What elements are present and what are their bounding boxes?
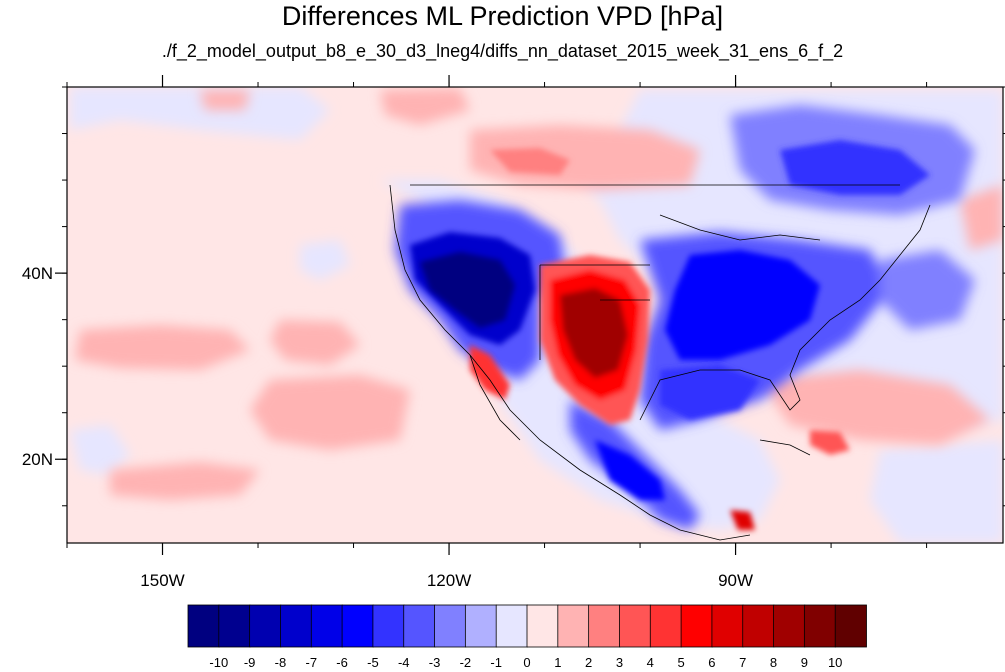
colorbar-tick-label: 1 <box>554 655 561 670</box>
colorbar-tick-label: 10 <box>828 655 842 670</box>
colorbar-swatch <box>341 604 374 648</box>
colorbar-tick-label: -1 <box>490 655 502 670</box>
colorbar <box>187 604 867 648</box>
chart-title: Differences ML Prediction VPD [hPa] <box>281 1 724 31</box>
colorbar-swatch <box>495 604 528 648</box>
field-positive-core <box>470 148 850 530</box>
colorbar-tick-label: -2 <box>460 655 472 670</box>
colorbar-swatch <box>834 604 867 648</box>
colorbar-swatch <box>310 604 343 648</box>
lon-tick-label: 120W <box>427 571 471 590</box>
colorbar-tick-label: 0 <box>523 655 530 670</box>
lon-tick-label: 150W <box>140 571 184 590</box>
colorbar-swatch <box>742 604 775 648</box>
colorbar-tick-label: 2 <box>585 655 592 670</box>
colorbar-tick-label: 6 <box>708 655 715 670</box>
colorbar-swatch <box>218 604 251 648</box>
coastlines <box>389 184 931 541</box>
colorbar-swatch <box>711 604 744 648</box>
axis-ticks <box>55 75 1005 555</box>
lat-tick-label: 40N <box>22 264 53 283</box>
colorbar-tick-label: -7 <box>305 655 317 670</box>
colorbar-tick-label: -10 <box>209 655 228 670</box>
colorbar-tick-label: 3 <box>616 655 623 670</box>
chart-subtitle: ./f_2_model_output_b8_e_30_d3_lneg4/diff… <box>161 41 844 61</box>
colorbar-swatch <box>773 604 806 648</box>
colorbar-swatch <box>803 604 837 648</box>
colorbar-swatch <box>280 604 313 648</box>
colorbar-tick-label: -6 <box>336 655 348 670</box>
colorbar-swatch <box>649 604 682 648</box>
colorbar-tick-label: 5 <box>677 655 684 670</box>
colorbar-swatch <box>434 604 467 648</box>
colorbar-tick-label: -5 <box>367 655 379 670</box>
field-darkest-negative <box>420 252 515 328</box>
field-light-positive <box>75 88 1003 500</box>
colorbar-swatch <box>249 604 282 648</box>
lat-tick-label: 20N <box>22 450 53 469</box>
lon-tick-label: 90W <box>718 571 753 590</box>
colorbar-swatch <box>464 604 498 648</box>
colorbar-swatch <box>588 604 621 648</box>
colorbar-swatch <box>619 604 652 648</box>
colorbar-tick-label: 4 <box>647 655 654 670</box>
colorbar-tick-label: -3 <box>429 655 441 670</box>
colorbar-swatch <box>680 604 713 648</box>
axis-tick-labels: 150W 120W 90W 40N 20N <box>22 264 753 590</box>
colorbar-tick-label: -8 <box>275 655 287 670</box>
colorbar-tick-label: 7 <box>739 655 746 670</box>
colorbar-tick-label: -9 <box>244 655 256 670</box>
colorbar-swatch <box>403 604 436 648</box>
colorbar-tick-label: 9 <box>801 655 808 670</box>
colorbar-swatch <box>526 604 559 648</box>
colorbar-tick-label: -4 <box>398 655 410 670</box>
colorbar-swatch <box>187 604 220 648</box>
colorbar-swatch <box>372 604 405 648</box>
map-frame <box>66 86 1004 544</box>
colorbar-labels: -10 -9 -8 -7 -6 -5 -4 -3 -2 -1 0 1 2 3 4 5 6 7 8 9 10 <box>209 655 842 670</box>
colorbar-swatch <box>557 604 590 648</box>
map-field <box>67 87 1003 543</box>
colorbar-tick-label: 8 <box>770 655 777 670</box>
